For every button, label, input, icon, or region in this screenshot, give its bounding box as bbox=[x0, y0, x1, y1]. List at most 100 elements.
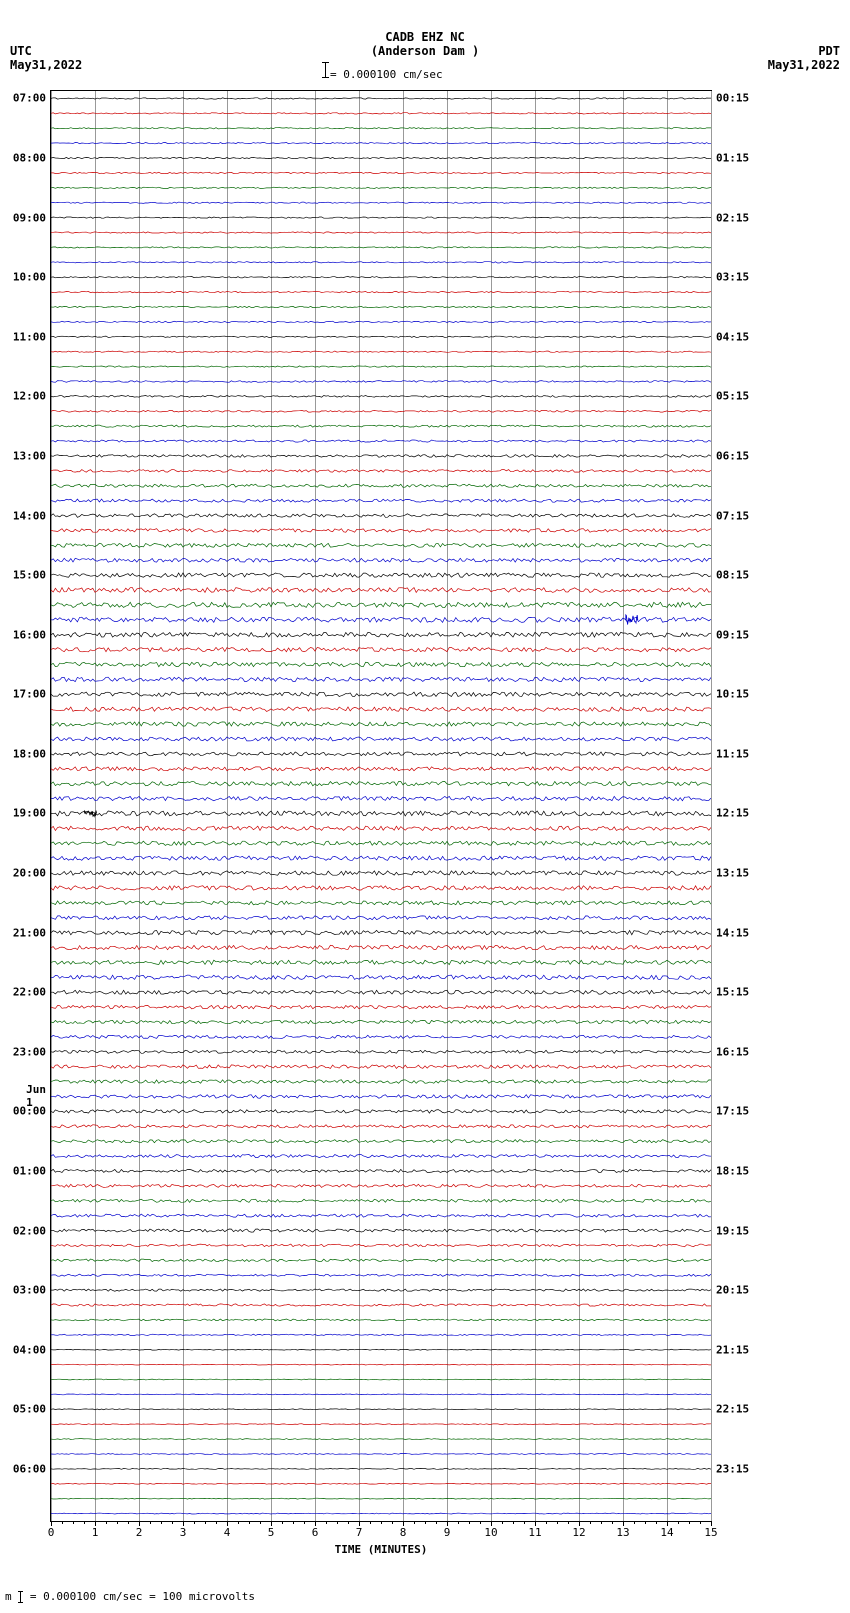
x-tick-minor bbox=[282, 1521, 283, 1524]
seismic-trace bbox=[51, 1155, 711, 1158]
x-tick-minor bbox=[601, 1521, 602, 1524]
x-tick-label: 9 bbox=[444, 1526, 451, 1539]
seismic-trace bbox=[51, 960, 711, 964]
x-tick-minor bbox=[645, 1521, 646, 1524]
x-tick-minor bbox=[172, 1521, 173, 1524]
seismic-trace bbox=[51, 1498, 711, 1499]
x-tick-label: 5 bbox=[268, 1526, 275, 1539]
x-tick-minor bbox=[502, 1521, 503, 1524]
utc-hour-label: 06:00 bbox=[13, 1462, 46, 1475]
x-tick-minor bbox=[678, 1521, 679, 1524]
x-tick-label: 10 bbox=[484, 1526, 497, 1539]
seismic-trace bbox=[51, 1184, 711, 1187]
pdt-hour-label: 01:15 bbox=[716, 152, 749, 165]
seismic-trace bbox=[51, 529, 711, 533]
utc-hour-label: 22:00 bbox=[13, 986, 46, 999]
seismic-trace bbox=[51, 440, 711, 442]
x-tick-minor bbox=[612, 1521, 613, 1524]
x-tick-minor bbox=[524, 1521, 525, 1524]
x-tick-label: 13 bbox=[616, 1526, 629, 1539]
x-tick-minor bbox=[326, 1521, 327, 1524]
pdt-hour-label: 15:15 bbox=[716, 986, 749, 999]
footer-scale-bar-icon bbox=[20, 1591, 21, 1603]
seismic-trace bbox=[51, 811, 711, 816]
pdt-hour-label: 10:15 bbox=[716, 688, 749, 701]
seismic-trace bbox=[51, 1468, 711, 1469]
x-tick-minor bbox=[634, 1521, 635, 1524]
seismic-trace bbox=[51, 901, 711, 905]
utc-hour-label: 16:00 bbox=[13, 628, 46, 641]
pdt-hour-label: 14:15 bbox=[716, 926, 749, 939]
seismic-trace bbox=[51, 1035, 711, 1038]
station-title: CADB EHZ NC bbox=[0, 30, 850, 44]
seismic-trace bbox=[51, 1080, 711, 1084]
seismic-trace bbox=[51, 841, 711, 845]
seismic-trace bbox=[51, 602, 711, 607]
seismic-trace bbox=[51, 262, 711, 263]
seismic-trace bbox=[51, 187, 711, 188]
seismic-trace bbox=[51, 366, 711, 367]
x-tick-minor bbox=[469, 1521, 470, 1524]
seismic-trace bbox=[51, 1140, 711, 1143]
x-tick-label: 4 bbox=[224, 1526, 231, 1539]
utc-hour-label: 15:00 bbox=[13, 569, 46, 582]
x-tick-label: 6 bbox=[312, 1526, 319, 1539]
seismic-trace bbox=[51, 1439, 711, 1440]
seismic-trace bbox=[51, 351, 711, 352]
x-tick-minor bbox=[238, 1521, 239, 1524]
pdt-hour-label: 21:15 bbox=[716, 1343, 749, 1356]
seismic-trace bbox=[51, 470, 711, 473]
x-tick-minor bbox=[513, 1521, 514, 1524]
x-tick-minor bbox=[700, 1521, 701, 1524]
seismic-trace bbox=[51, 1259, 711, 1262]
seismic-trace bbox=[51, 1110, 711, 1114]
x-tick-minor bbox=[436, 1521, 437, 1524]
x-tick-label: 15 bbox=[704, 1526, 717, 1539]
x-tick-minor bbox=[546, 1521, 547, 1524]
utc-hour-label: 19:00 bbox=[13, 807, 46, 820]
seismic-trace bbox=[51, 1364, 711, 1365]
seismic-event bbox=[626, 615, 638, 625]
seismic-trace bbox=[51, 1125, 711, 1128]
seismic-trace bbox=[51, 692, 711, 696]
x-tick-label: 8 bbox=[400, 1526, 407, 1539]
x-tick-minor bbox=[62, 1521, 63, 1524]
seismic-trace bbox=[51, 1483, 711, 1484]
seismic-trace bbox=[51, 632, 711, 637]
trace-canvas bbox=[51, 91, 711, 1521]
x-tick-minor bbox=[150, 1521, 151, 1524]
utc-hour-label: 04:00 bbox=[13, 1343, 46, 1356]
utc-hour-label: 17:00 bbox=[13, 688, 46, 701]
seismic-trace bbox=[51, 321, 711, 322]
pdt-hour-label: 06:15 bbox=[716, 449, 749, 462]
utc-hour-label: 11:00 bbox=[13, 330, 46, 343]
utc-hour-label: 18:00 bbox=[13, 747, 46, 760]
seismic-trace bbox=[51, 1065, 711, 1069]
x-tick-minor bbox=[458, 1521, 459, 1524]
pdt-hour-label: 18:15 bbox=[716, 1164, 749, 1177]
pdt-hour-label: 07:15 bbox=[716, 509, 749, 522]
x-tick-label: 7 bbox=[356, 1526, 363, 1539]
seismic-trace bbox=[51, 677, 711, 681]
seismic-trace bbox=[51, 737, 711, 741]
seismic-trace bbox=[51, 1214, 711, 1217]
seismic-trace bbox=[51, 975, 711, 979]
seismic-trace bbox=[51, 752, 711, 756]
x-axis-label: TIME (MINUTES) bbox=[51, 1543, 711, 1556]
utc-day-label: Jun 1 bbox=[26, 1083, 46, 1109]
utc-hour-label: 14:00 bbox=[13, 509, 46, 522]
seismic-trace bbox=[51, 1020, 711, 1023]
seismic-trace bbox=[51, 662, 711, 666]
x-tick-minor bbox=[249, 1521, 250, 1524]
seismic-trace bbox=[51, 217, 711, 218]
seismic-trace bbox=[51, 990, 711, 994]
utc-hour-label: 10:00 bbox=[13, 271, 46, 284]
seismic-trace bbox=[51, 455, 711, 458]
utc-hour-label: 01:00 bbox=[13, 1164, 46, 1177]
pdt-hour-label: 20:15 bbox=[716, 1284, 749, 1297]
x-tick-minor bbox=[656, 1521, 657, 1524]
x-tick-minor bbox=[293, 1521, 294, 1524]
seismic-trace bbox=[51, 157, 711, 158]
seismic-trace bbox=[51, 722, 711, 726]
x-tick-label: 14 bbox=[660, 1526, 673, 1539]
